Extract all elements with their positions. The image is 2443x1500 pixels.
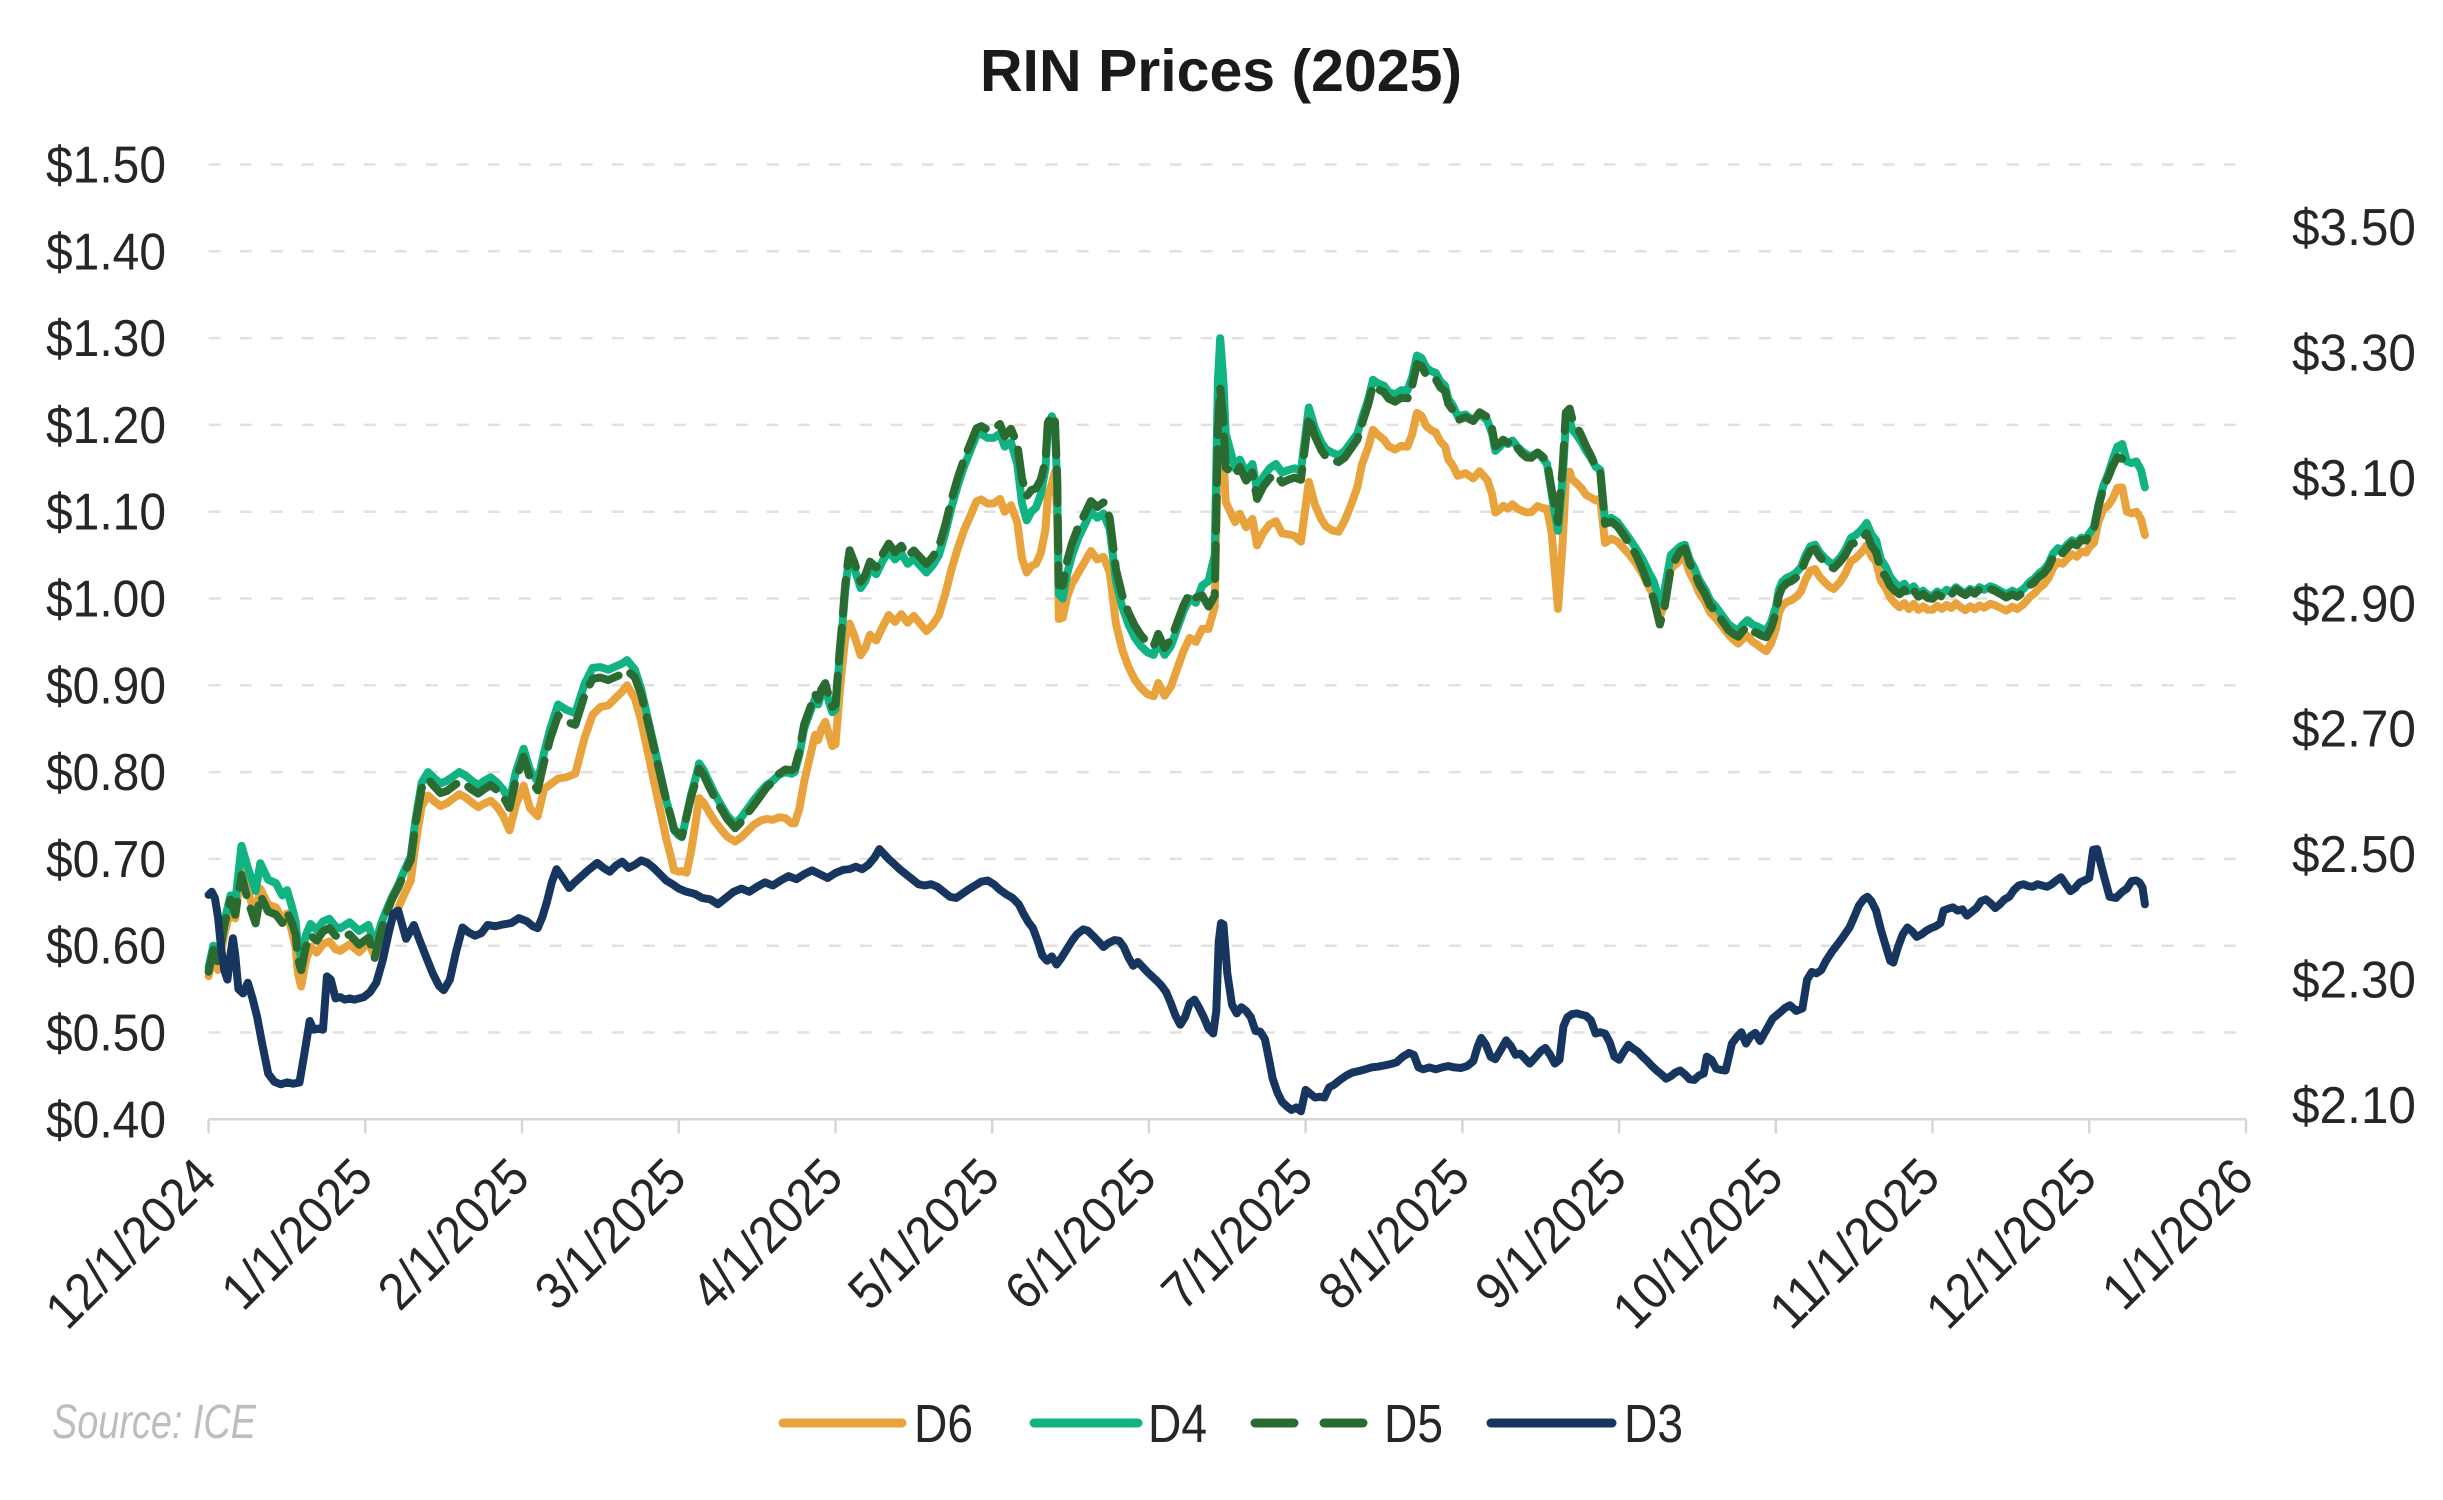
svg-text:D5: D5 bbox=[1384, 1394, 1443, 1454]
svg-text:$0.90: $0.90 bbox=[46, 657, 166, 715]
svg-text:$0.40: $0.40 bbox=[46, 1091, 166, 1149]
svg-text:$3.50: $3.50 bbox=[2292, 199, 2416, 257]
svg-text:$0.80: $0.80 bbox=[46, 744, 166, 802]
svg-text:Source: ICE: Source: ICE bbox=[52, 1396, 257, 1449]
svg-text:$2.90: $2.90 bbox=[2292, 575, 2416, 633]
svg-text:D4: D4 bbox=[1148, 1394, 1207, 1454]
svg-text:$3.30: $3.30 bbox=[2292, 324, 2416, 382]
svg-text:D6: D6 bbox=[914, 1394, 973, 1454]
svg-text:RIN Prices (2025): RIN Prices (2025) bbox=[980, 38, 1462, 104]
svg-text:$0.50: $0.50 bbox=[46, 1005, 166, 1063]
svg-text:$2.30: $2.30 bbox=[2292, 952, 2416, 1010]
svg-text:$3.10: $3.10 bbox=[2292, 450, 2416, 508]
svg-text:$2.70: $2.70 bbox=[2292, 701, 2416, 759]
svg-text:$1.40: $1.40 bbox=[46, 223, 166, 281]
svg-text:D3: D3 bbox=[1624, 1394, 1683, 1454]
svg-text:$0.60: $0.60 bbox=[46, 918, 166, 976]
svg-text:$0.70: $0.70 bbox=[46, 831, 166, 889]
svg-text:$1.20: $1.20 bbox=[46, 397, 166, 455]
svg-text:$1.30: $1.30 bbox=[46, 310, 166, 368]
svg-text:$1.10: $1.10 bbox=[46, 484, 166, 542]
svg-text:$1.00: $1.00 bbox=[46, 571, 166, 629]
svg-text:$2.50: $2.50 bbox=[2292, 826, 2416, 884]
svg-text:$2.10: $2.10 bbox=[2292, 1077, 2416, 1135]
svg-text:$1.50: $1.50 bbox=[46, 137, 166, 195]
